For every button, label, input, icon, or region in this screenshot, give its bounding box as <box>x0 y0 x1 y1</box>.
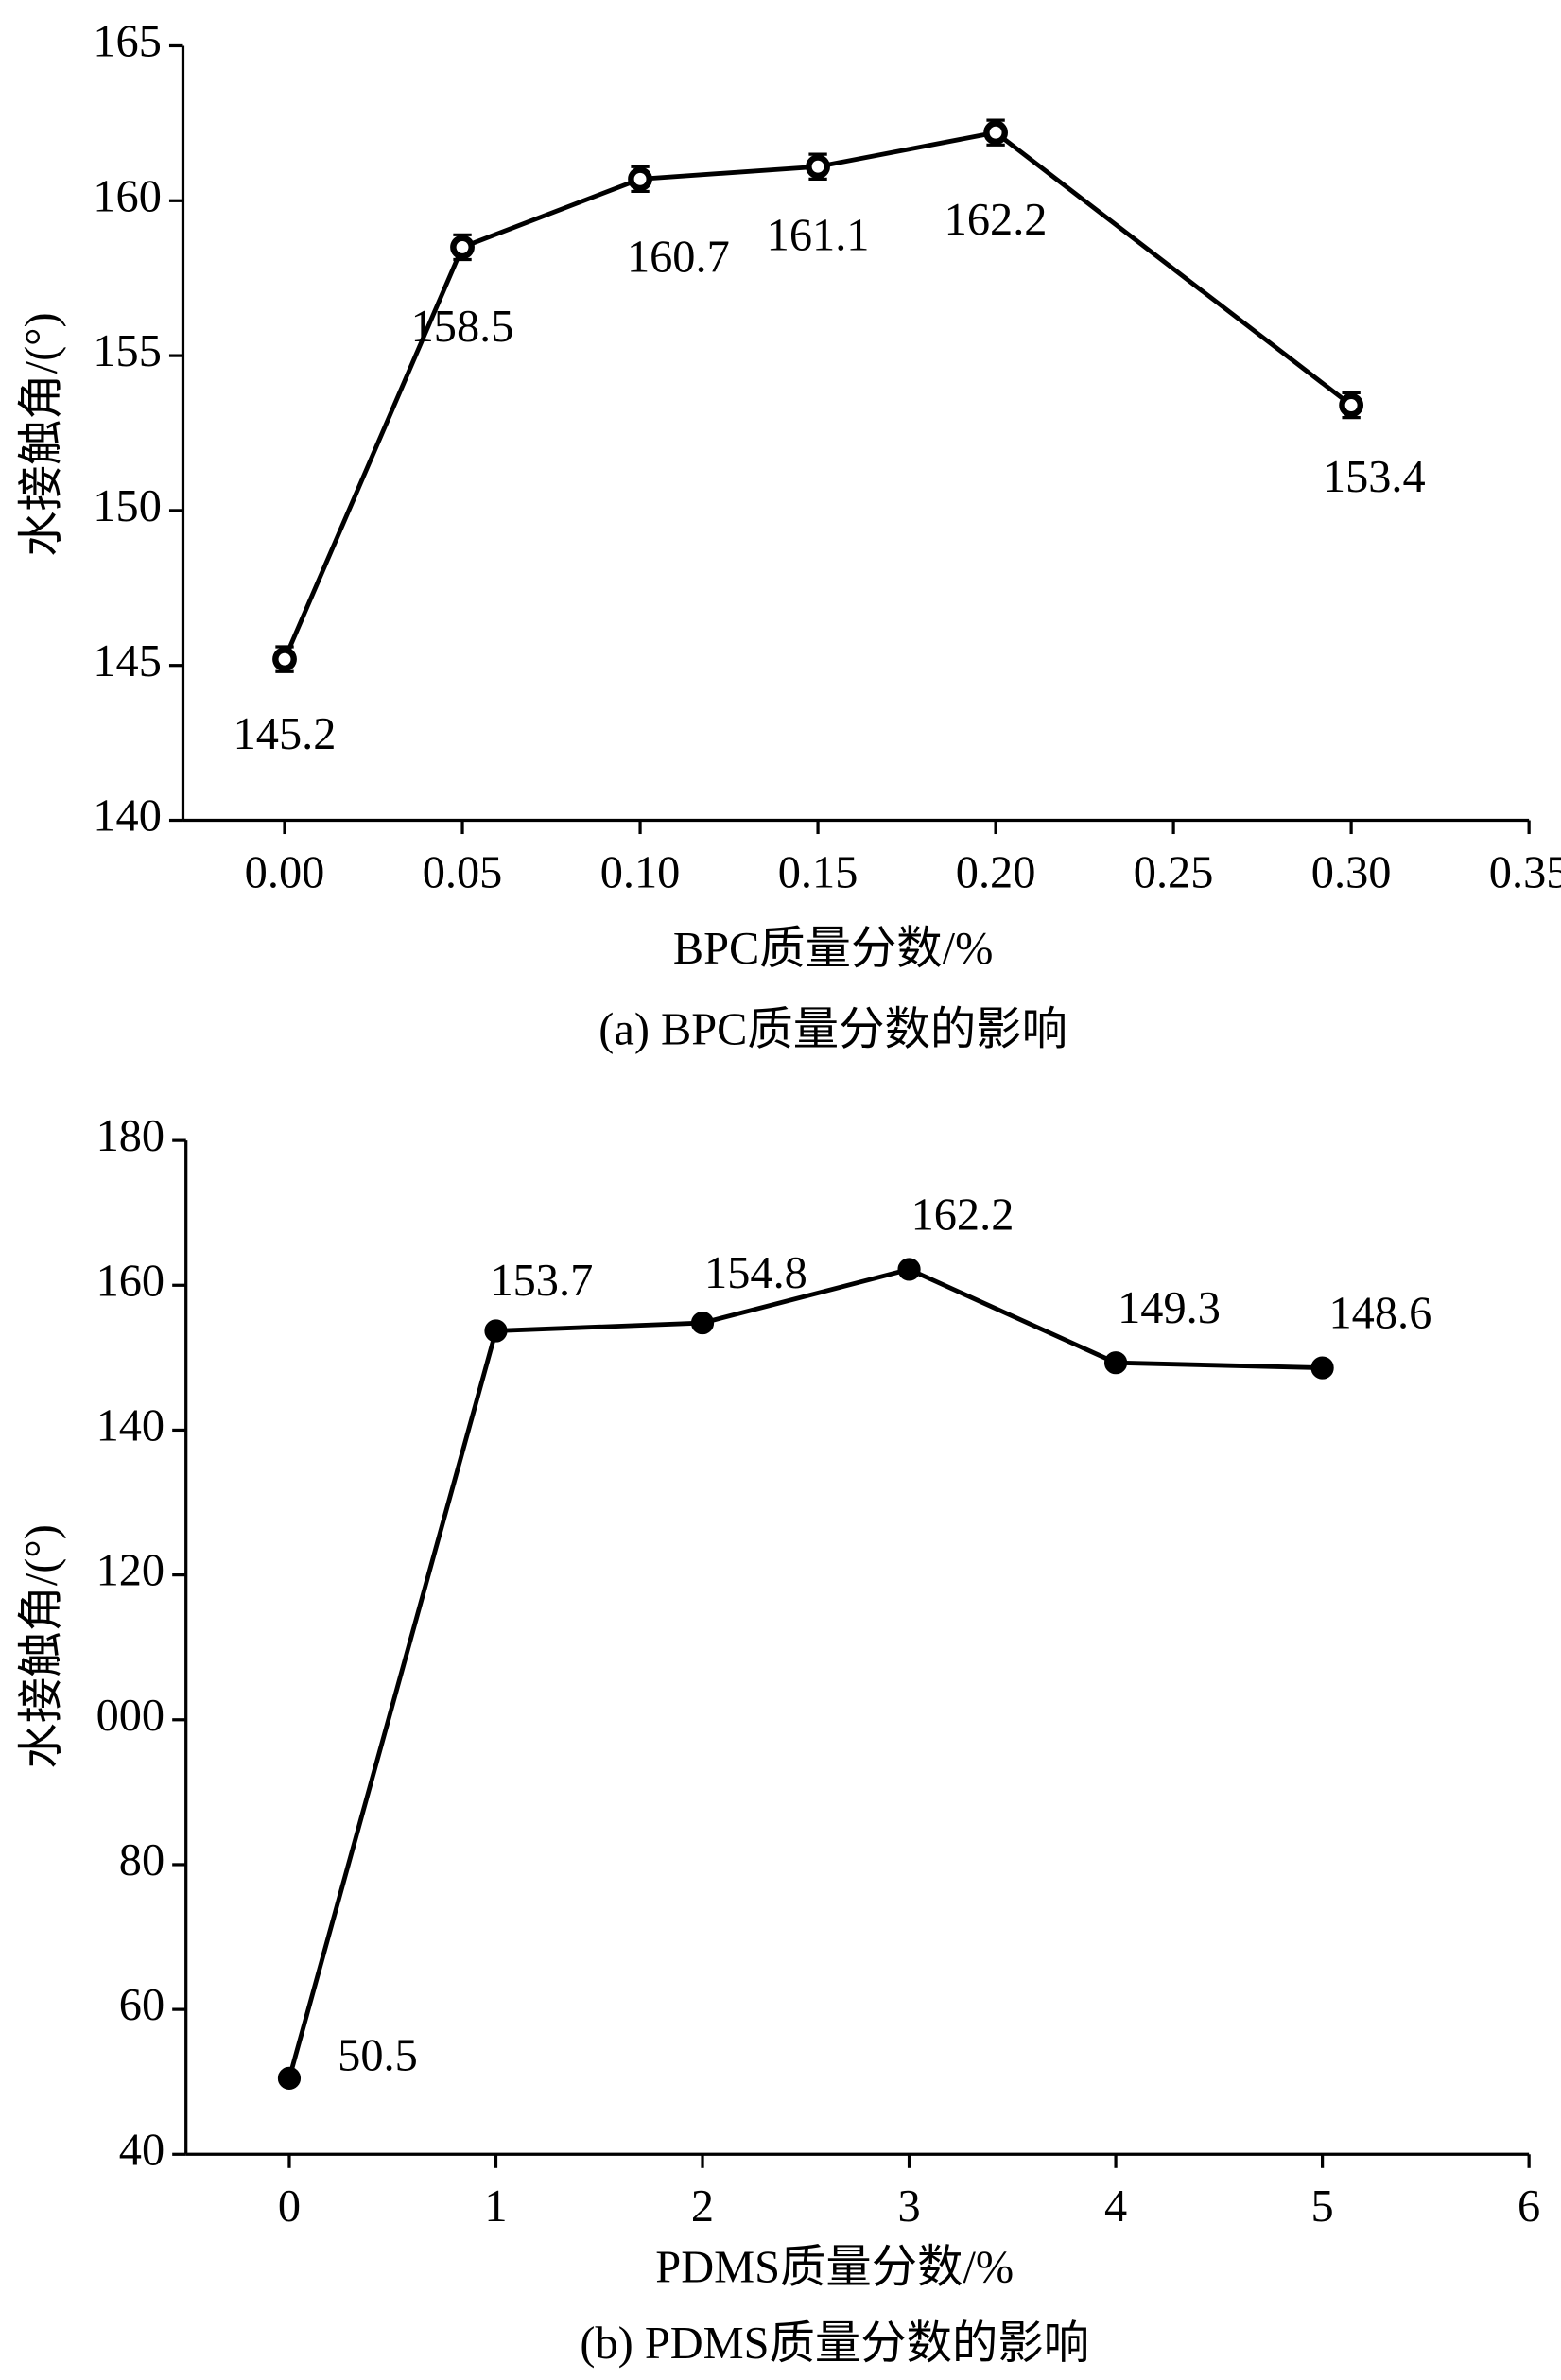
data-label: 148.6 <box>1328 1288 1431 1338</box>
data-label: 162.2 <box>945 195 1048 245</box>
point <box>272 647 297 672</box>
y-tick-label: 150 <box>93 481 162 531</box>
caption: (b) PDMS质量分数的影响 <box>580 2319 1089 2369</box>
y-tick-label: 000 <box>96 1691 165 1741</box>
line <box>282 130 1353 661</box>
point <box>277 2066 302 2090</box>
y-tick-label: 165 <box>93 17 162 67</box>
point <box>628 166 652 192</box>
y-tick-label: 160 <box>96 1256 165 1306</box>
x-tick-label: 5 <box>1311 2181 1334 2232</box>
x-tick-label: 4 <box>1104 2181 1127 2232</box>
point <box>897 1258 921 1281</box>
x-tick-label: 0.15 <box>778 847 859 897</box>
y-axis-label: 水接触角/(°) <box>16 1524 66 1768</box>
x-tick-label: 0.05 <box>423 847 503 897</box>
data-label: 162.2 <box>911 1190 1015 1240</box>
data-label: 149.3 <box>1118 1283 1221 1333</box>
x-tick-label: 3 <box>897 2181 920 2232</box>
data-label: 145.2 <box>234 709 337 759</box>
x-tick-label: 0 <box>278 2181 301 2232</box>
data-label: 50.5 <box>338 2031 418 2081</box>
x-tick-label: 6 <box>1518 2181 1540 2232</box>
caption: (a) BPC质量分数的影响 <box>598 1004 1067 1054</box>
y-axis-label: 水接触角/(°) <box>16 312 66 556</box>
point <box>690 1312 715 1335</box>
point <box>1310 1356 1334 1380</box>
line <box>286 1266 1323 2079</box>
y-tick-label: 155 <box>93 326 162 376</box>
point <box>484 1319 508 1343</box>
y-tick-label: 180 <box>96 1111 165 1161</box>
data-label: 153.7 <box>490 1256 593 1306</box>
data-label: 158.5 <box>411 302 514 352</box>
x-tick-label: 0.30 <box>1311 847 1392 897</box>
y-tick-label: 140 <box>93 791 162 842</box>
x-tick-label: 0.10 <box>600 847 681 897</box>
point <box>1339 392 1364 418</box>
y-tick-label: 60 <box>119 1980 165 2030</box>
x-tick-label: 0.35 <box>1489 847 1561 897</box>
data-label: 153.4 <box>1323 452 1426 502</box>
data-label: 160.7 <box>627 233 730 283</box>
point <box>1103 1351 1128 1375</box>
point <box>983 120 1008 146</box>
y-tick-label: 145 <box>93 636 162 686</box>
x-tick-label: 0.25 <box>1134 847 1214 897</box>
y-tick-label: 140 <box>96 1401 165 1451</box>
x-axis-label: BPC质量分数/% <box>673 924 994 974</box>
point <box>450 235 475 260</box>
y-tick-label: 120 <box>96 1546 165 1596</box>
data-label: 161.1 <box>767 211 870 261</box>
x-axis-label: PDMS质量分数/% <box>655 2243 1014 2293</box>
data-label: 154.8 <box>704 1248 807 1298</box>
y-tick-label: 160 <box>93 171 162 221</box>
x-tick-label: 2 <box>691 2181 714 2232</box>
y-tick-label: 80 <box>119 1835 165 1885</box>
x-tick-label: 0.20 <box>956 847 1036 897</box>
x-tick-label: 1 <box>484 2181 507 2232</box>
point <box>806 154 830 180</box>
x-tick-label: 0.00 <box>245 847 325 897</box>
y-tick-label: 40 <box>119 2125 165 2175</box>
